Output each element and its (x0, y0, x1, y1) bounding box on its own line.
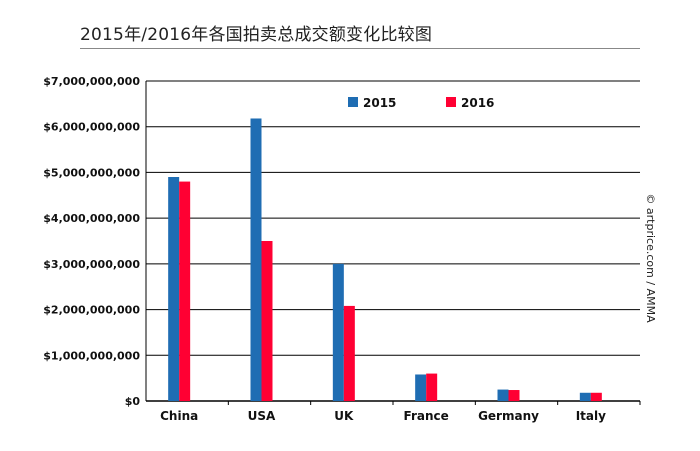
y-tick-label: $5,000,000,000 (43, 166, 140, 179)
y-tick-label: $2,000,000,000 (43, 304, 140, 317)
x-tick-label: China (160, 409, 198, 423)
x-tick-label: USA (248, 409, 276, 423)
legend-swatch-2015 (348, 97, 358, 107)
legend-label-2016: 2016 (461, 96, 494, 110)
bar-france-2016 (426, 373, 438, 401)
bar-china-2015 (168, 177, 180, 401)
source-credit: © artprice.com / AMMA (644, 193, 657, 323)
legend-label-2015: 2015 (363, 96, 396, 110)
title-divider (80, 48, 640, 49)
y-tick-label: $4,000,000,000 (43, 212, 140, 225)
x-tick-label: UK (334, 409, 354, 423)
bar-uk-2016 (343, 305, 355, 401)
bar-usa-2015 (250, 118, 262, 401)
bar-germany-2016 (508, 390, 520, 401)
chart-title: 2015年/2016年各国拍卖总成交额变化比较图 (80, 25, 433, 45)
bar-china-2016 (179, 181, 191, 401)
x-tick-label: Italy (576, 409, 606, 423)
legend-swatch-2016 (446, 97, 456, 107)
y-tick-label: $6,000,000,000 (43, 121, 140, 134)
y-tick-label: $7,000,000,000 (43, 75, 140, 88)
bar-italy-2016 (590, 392, 602, 401)
y-tick-label: $3,000,000,000 (43, 258, 140, 271)
y-tick-label: $1,000,000,000 (43, 349, 140, 362)
bar-italy-2015 (579, 392, 591, 401)
y-tick-label: $0 (125, 395, 141, 408)
x-tick-label: France (404, 409, 449, 423)
bar-france-2015 (415, 374, 427, 401)
bar-usa-2016 (261, 241, 273, 401)
bar-germany-2015 (497, 389, 509, 401)
bar-uk-2015 (332, 263, 344, 401)
x-tick-label: Germany (478, 409, 539, 423)
